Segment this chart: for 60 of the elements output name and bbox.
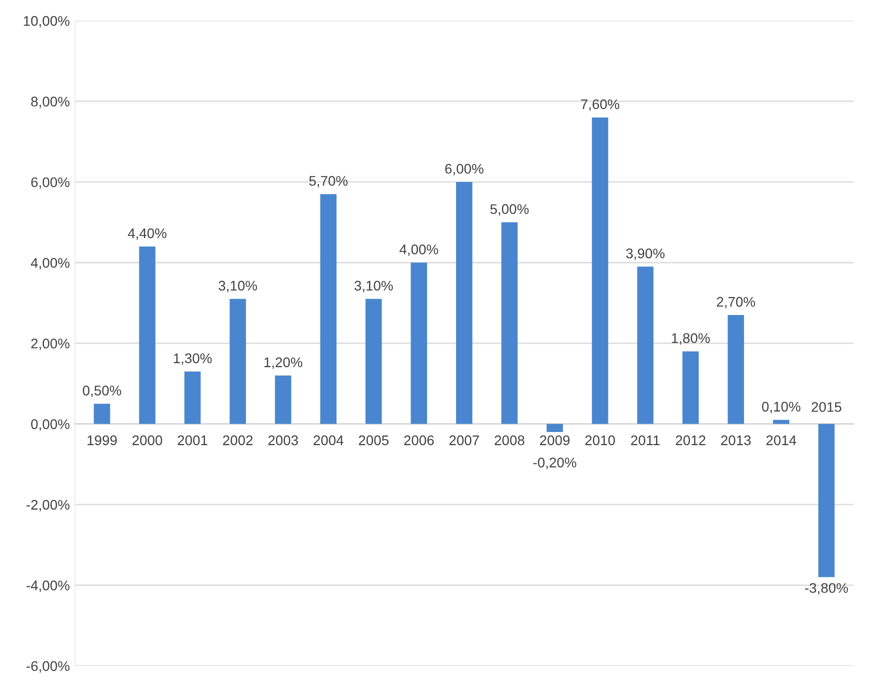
x-tick-label: 2014: [766, 435, 796, 446]
data-label: 2,70%: [716, 296, 756, 308]
x-tick-label: 2015: [812, 402, 842, 412]
x-tick-label: 1999: [88, 435, 117, 446]
data-label: 3,10%: [218, 280, 257, 292]
data-label: 5,70%: [309, 176, 348, 188]
x-tick-label: 2005: [358, 435, 389, 446]
bar: [728, 315, 744, 424]
bar: [184, 372, 201, 424]
data-label: 3,10%: [354, 280, 393, 292]
bar: [501, 222, 518, 424]
data-label: -3,80%: [805, 583, 848, 595]
bar: [773, 420, 790, 424]
bar: [274, 376, 292, 424]
y-tick-label: 4,00%: [30, 258, 70, 270]
x-tick-label: 2003: [268, 435, 298, 446]
x-tick-label: 2010: [585, 435, 615, 446]
bar: [637, 266, 654, 424]
data-label: 4,00%: [400, 244, 438, 256]
x-tick-label: 2011: [631, 435, 660, 446]
bar: [456, 182, 472, 424]
bar: [139, 246, 156, 424]
x-tick-label: 2004: [314, 435, 344, 446]
data-label: 1,30%: [174, 353, 212, 365]
y-tick-label: -2,00%: [26, 500, 70, 512]
data-label: 5,00%: [490, 204, 529, 216]
x-tick-label: 2009: [540, 435, 570, 446]
data-label: 0,10%: [762, 402, 800, 414]
x-tick-label: 2002: [223, 435, 253, 446]
y-tick-label: 0,00%: [31, 419, 70, 431]
data-label: 1,20%: [264, 357, 302, 369]
y-tick-label: 2,00%: [31, 338, 70, 350]
x-tick-label: 2001: [178, 435, 208, 446]
x-tick-label: 2008: [494, 435, 524, 446]
data-label: 6,00%: [445, 164, 484, 176]
bar: [410, 262, 428, 424]
y-tick-label: 10,00%: [24, 16, 70, 28]
data-label: 1,80%: [672, 333, 710, 345]
data-label: -0,20%: [533, 458, 576, 470]
bar: [230, 298, 246, 424]
data-label: 0,50%: [82, 386, 122, 398]
bar: [546, 424, 563, 432]
bar: [365, 298, 382, 424]
x-tick-label: 2012: [676, 435, 706, 446]
y-tick-label: -6,00%: [26, 661, 70, 673]
data-label: 7,60%: [581, 99, 620, 111]
x-tick-label: 2007: [449, 435, 479, 446]
bar: [320, 194, 337, 424]
y-tick-label: 6,00%: [31, 177, 70, 189]
bar: [94, 404, 110, 424]
x-tick-label: 2006: [404, 435, 434, 446]
bar: [682, 351, 699, 424]
bar: [592, 117, 608, 424]
data-label: 4,40%: [128, 228, 166, 240]
data-label: 3,90%: [626, 248, 665, 260]
bar: [818, 424, 835, 578]
y-tick-label: -4,00%: [26, 580, 70, 592]
x-tick-label: 2000: [132, 435, 162, 446]
y-tick-label: 8,00%: [31, 96, 70, 108]
x-tick-label: 2013: [721, 435, 751, 446]
